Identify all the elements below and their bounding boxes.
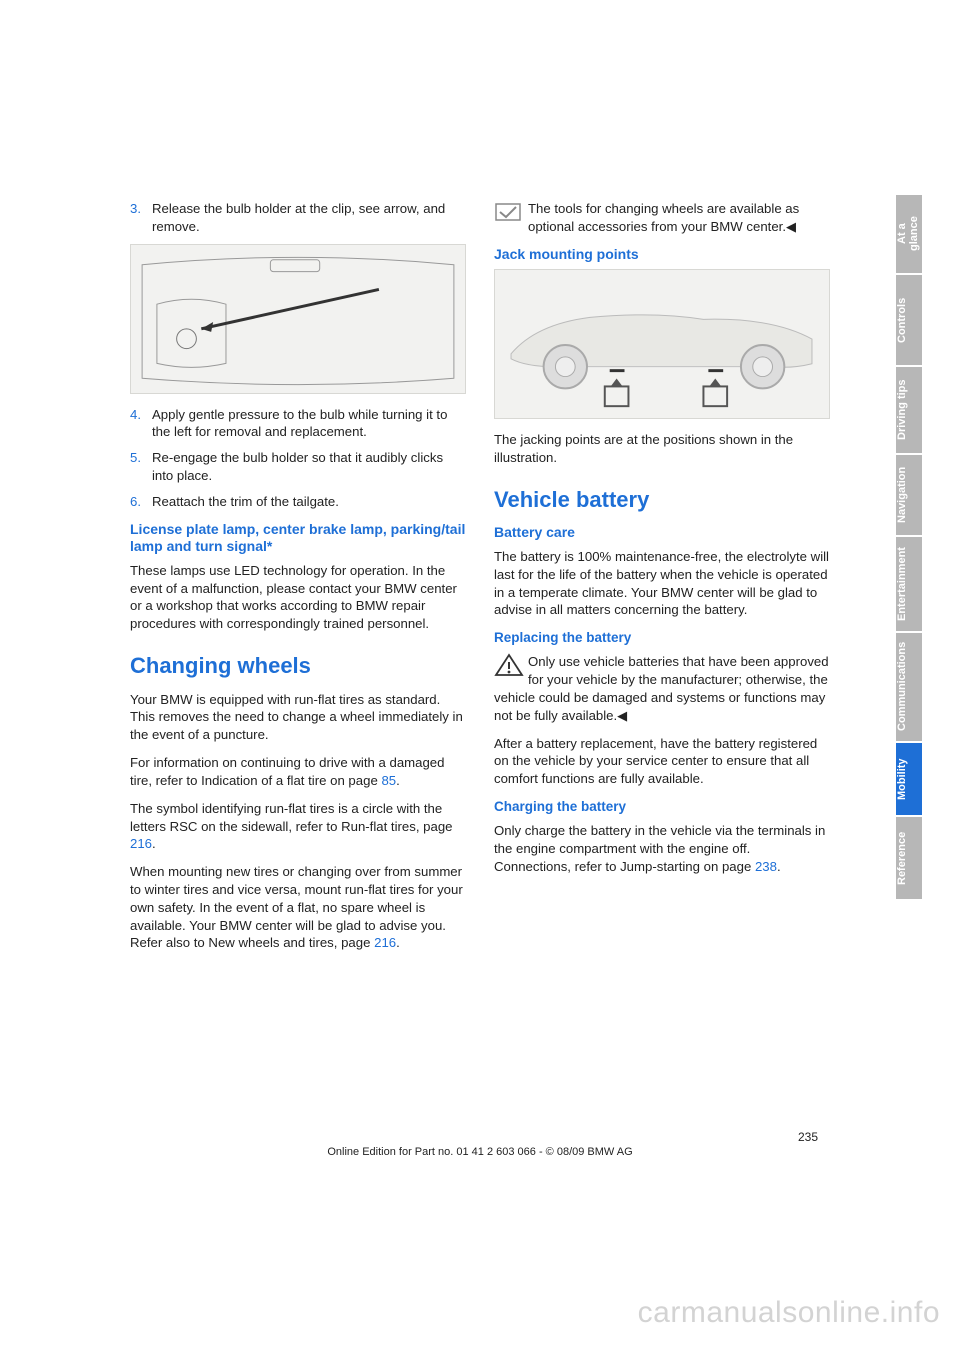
step-number: 3. — [130, 200, 152, 236]
tab-driving-tips[interactable]: Driving tips — [896, 367, 922, 453]
manual-page: 3. Release the bulb holder at the clip, … — [0, 0, 960, 1358]
paragraph: The symbol identifying run-flat tires is… — [130, 800, 466, 853]
heading-changing-wheels: Changing wheels — [130, 651, 466, 681]
tab-navigation[interactable]: Navigation — [896, 455, 922, 535]
watermark: carmanualsonline.info — [638, 1296, 940, 1330]
text: . — [152, 836, 156, 851]
step-text: Apply gentle pressure to the bulb while … — [152, 406, 466, 442]
tab-at-a-glance[interactable]: At a glance — [896, 195, 922, 273]
list-item: 5. Re-engage the bulb holder so that it … — [130, 449, 466, 485]
warning-icon — [494, 653, 524, 677]
bulb-diagram-svg — [131, 245, 465, 393]
paragraph: Only charge the battery in the vehicle v… — [494, 822, 830, 875]
tab-communications[interactable]: Communications — [896, 633, 922, 741]
paragraph: After a battery replacement, have the ba… — [494, 735, 830, 788]
tab-controls[interactable]: Controls — [896, 275, 922, 365]
info-icon — [494, 200, 524, 224]
end-mark: ◀ — [617, 708, 627, 723]
paragraph: These lamps use LED technology for opera… — [130, 562, 466, 633]
paragraph: When mounting new tires or changing over… — [130, 863, 466, 952]
page-number: 235 — [130, 1130, 830, 1144]
car-side-svg — [495, 270, 829, 418]
step-number: 4. — [130, 406, 152, 442]
section-tabs: At a glanceControlsDriving tipsNavigatio… — [896, 195, 922, 901]
step-text: Re-engage the bulb holder so that it aud… — [152, 449, 466, 485]
bulb-holder-figure — [130, 244, 466, 394]
paragraph: For information on continuing to drive w… — [130, 754, 466, 790]
step-number: 6. — [130, 493, 152, 511]
heading-charging-battery: Charging the battery — [494, 798, 830, 816]
paragraph: The battery is 100% maintenance-free, th… — [494, 548, 830, 619]
list-item: 6. Reattach the trim of the tailgate. — [130, 493, 466, 511]
tab-entertainment[interactable]: Entertainment — [896, 537, 922, 631]
text: . — [396, 773, 400, 788]
tab-reference[interactable]: Reference — [896, 817, 922, 899]
text: The symbol identifying run-flat tires is… — [130, 801, 453, 834]
page-link[interactable]: 216 — [374, 935, 396, 950]
right-column: The tools for changing wheels are availa… — [494, 200, 830, 962]
warning-note: Only use vehicle batteries that have bee… — [494, 653, 830, 724]
step-number: 5. — [130, 449, 152, 485]
text: . — [777, 859, 781, 874]
paragraph: Your BMW is equipped with run-flat tires… — [130, 691, 466, 744]
footer-line: Online Edition for Part no. 01 41 2 603 … — [130, 1146, 830, 1158]
step-text: Reattach the trim of the tailgate. — [152, 493, 466, 511]
tab-mobility[interactable]: Mobility — [896, 743, 922, 815]
left-column: 3. Release the bulb holder at the clip, … — [130, 200, 466, 962]
heading-jack-points: Jack mounting points — [494, 246, 830, 264]
info-note: The tools for changing wheels are availa… — [494, 200, 830, 236]
list-item: 3. Release the bulb holder at the clip, … — [130, 200, 466, 236]
note-text: The tools for changing wheels are availa… — [528, 201, 799, 234]
paragraph: The jacking points are at the positions … — [494, 431, 830, 467]
note-text: Only use vehicle batteries that have bee… — [494, 654, 829, 722]
text: . — [396, 935, 400, 950]
content-columns: 3. Release the bulb holder at the clip, … — [130, 200, 830, 962]
page-link[interactable]: 238 — [755, 859, 777, 874]
page-link[interactable]: 216 — [130, 836, 152, 851]
heading-vehicle-battery: Vehicle battery — [494, 485, 830, 515]
jack-points-figure — [494, 269, 830, 419]
text: When mounting new tires or changing over… — [130, 864, 463, 950]
heading-battery-care: Battery care — [494, 524, 830, 542]
step-text: Release the bulb holder at the clip, see… — [152, 200, 466, 236]
page-link[interactable]: 85 — [381, 773, 396, 788]
heading-replacing-battery: Replacing the battery — [494, 629, 830, 647]
list-item: 4. Apply gentle pressure to the bulb whi… — [130, 406, 466, 442]
page-footer: 235 Online Edition for Part no. 01 41 2 … — [130, 1130, 830, 1158]
heading-license-lamps: License plate lamp, center brake lamp, p… — [130, 521, 466, 556]
end-mark: ◀ — [786, 219, 796, 234]
